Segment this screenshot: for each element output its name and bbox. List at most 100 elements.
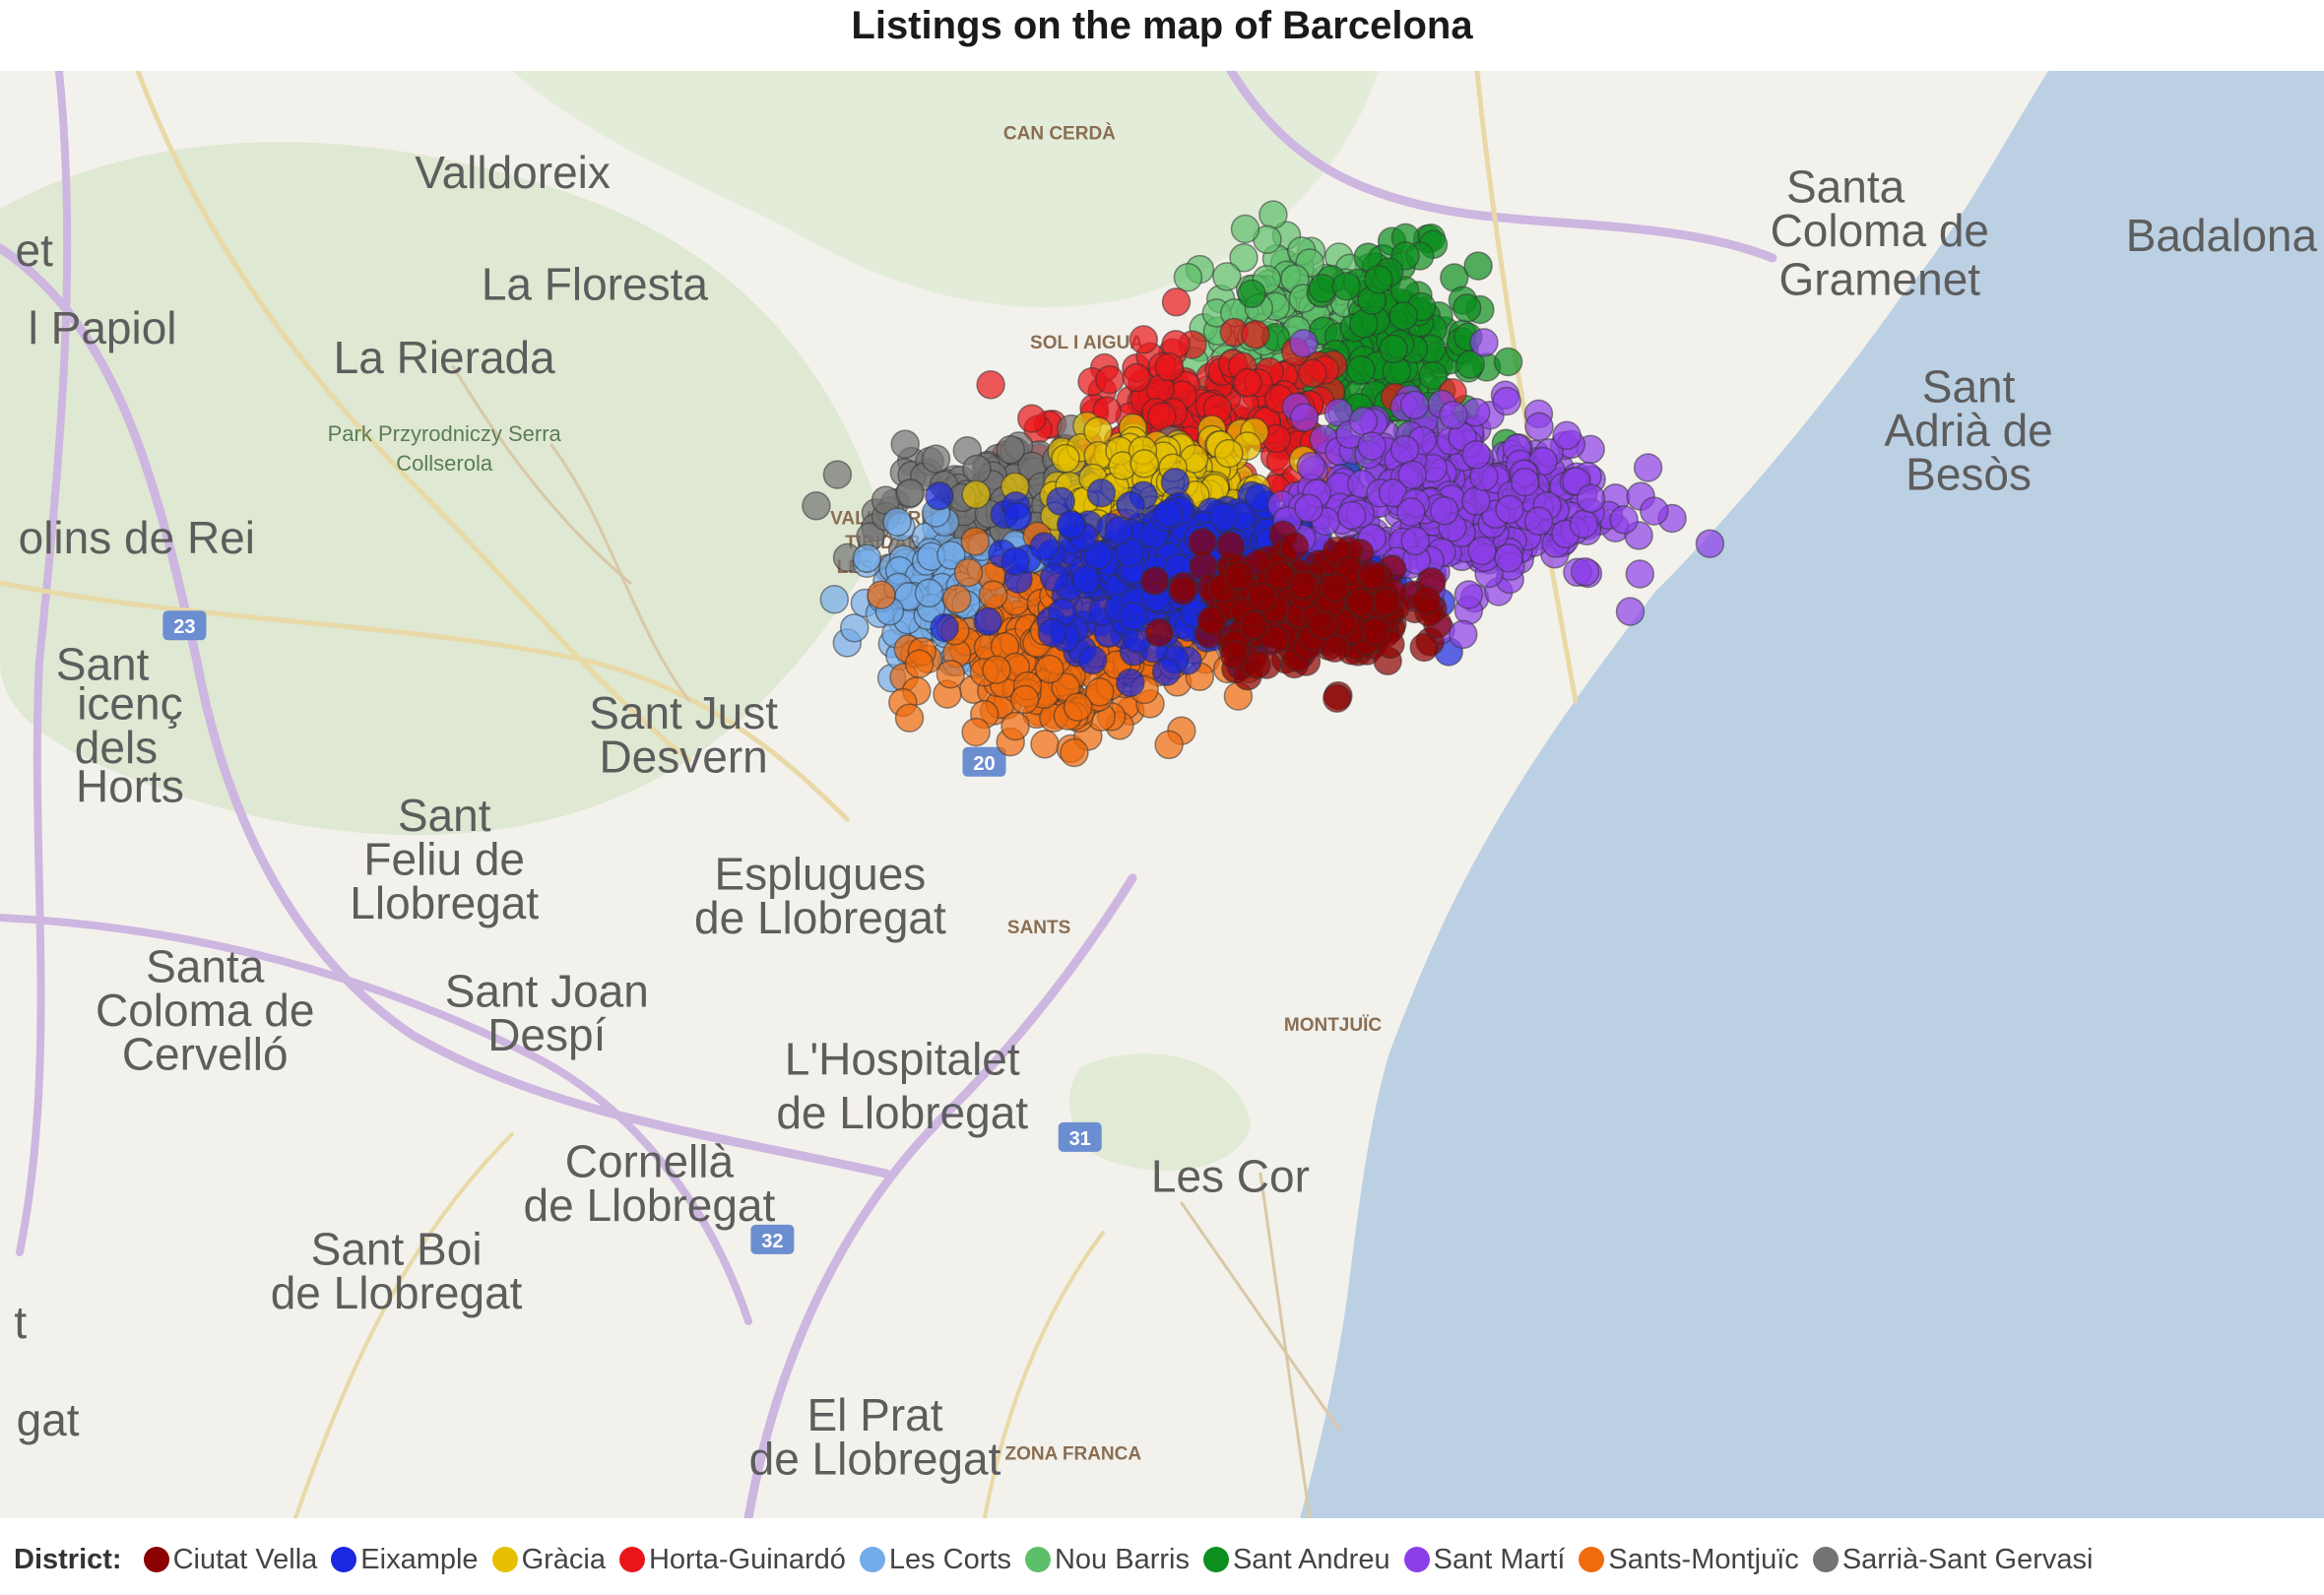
place-label: Santa — [146, 941, 265, 992]
place-label: l Papiol — [29, 302, 177, 353]
road-shield-box — [962, 746, 1006, 777]
listing-point-sant-marti — [1397, 460, 1427, 489]
listing-point-eixample — [930, 612, 959, 643]
listing-point-ciutat-vella — [1361, 616, 1390, 646]
listing-point-sant-marti — [1336, 500, 1367, 531]
legend-item-sant-marti[interactable]: Sant Martí — [1403, 1543, 1566, 1576]
legend-item-horta-guinardo[interactable]: Horta-Guinardó — [618, 1544, 846, 1576]
listing-point-ciutat-vella — [1279, 532, 1310, 561]
legend-dot — [1579, 1547, 1605, 1572]
place-label: et — [16, 224, 54, 276]
listing-point-les-corts — [882, 507, 912, 537]
legend-label: Sarrià-Sant Gervasi — [1841, 1543, 2094, 1575]
chart-title: Listings on the map of Barcelona — [851, 4, 1473, 47]
listing-point-horta-guinardo — [1241, 320, 1270, 350]
listing-point-ciutat-vella — [1219, 640, 1249, 670]
listing-point-sant-marti — [1289, 403, 1320, 432]
listing-point-eixample — [1071, 564, 1101, 595]
listing-point-sant-marti — [1524, 412, 1554, 442]
listing-point-sant-marti — [1569, 509, 1599, 540]
listing-point-sant-andreu — [1379, 334, 1408, 364]
listing-point-sants-montjuic — [936, 659, 966, 689]
listing-point-sant-andreu — [1493, 347, 1523, 377]
listing-point-sant-andreu — [1364, 265, 1393, 294]
legend-dot — [143, 1547, 169, 1572]
basemap-labels: Valldoreix et La Floresta l Papiol La Rierad… — [14, 122, 2317, 1484]
listing-point-sant-andreu — [1452, 293, 1482, 323]
listing-point-sarria-sant-gervasi — [921, 444, 951, 474]
legend-item-ciutat-vella[interactable]: Ciutat Vella — [143, 1544, 317, 1576]
legend-dot — [1812, 1547, 1839, 1572]
map-area[interactable]: Valldoreix et La Floresta l Papiol La Rierad… — [0, 71, 2324, 1518]
road-shield: 31 — [1058, 1121, 1102, 1152]
listing-point-nou-barris — [1173, 262, 1203, 292]
legend-dot — [859, 1547, 885, 1572]
listing-point-sant-andreu — [1388, 301, 1418, 331]
legend-item-gracia[interactable]: Gràcia — [491, 1544, 606, 1576]
legend-dot — [618, 1547, 645, 1572]
place-label: Besòs — [1905, 449, 2032, 500]
legend-item-sants-montjuic[interactable]: Sants-Montjuïc — [1579, 1543, 1799, 1576]
place-label: Cervelló — [122, 1029, 289, 1080]
listing-point-sants-montjuic — [1001, 711, 1030, 741]
listing-point-sants-montjuic — [978, 580, 1008, 610]
legend-label: Eixample — [360, 1543, 479, 1575]
listing-point-horta-guinardo — [976, 370, 1005, 400]
listing-point-horta-guinardo — [1016, 404, 1047, 433]
listing-point-ciutat-vella — [1308, 610, 1337, 640]
listing-point-sant-andreu — [1463, 251, 1493, 281]
legend-item-les-corts[interactable]: Les Corts — [859, 1544, 1011, 1576]
road-shield-box — [1058, 1121, 1102, 1152]
place-label: Sant — [56, 639, 150, 690]
listing-point-sant-andreu — [1237, 279, 1266, 309]
listing-point-les-corts — [819, 585, 850, 614]
listing-point-eixample — [1001, 546, 1030, 576]
place-label: olins de Rei — [19, 512, 255, 563]
listing-point-eixample — [1116, 668, 1145, 698]
road-shield: 20 — [962, 746, 1006, 777]
listing-point-sarria-sant-gervasi — [802, 491, 831, 521]
legend-item-sarria-sant-gervasi[interactable]: Sarrià-Sant Gervasi — [1812, 1543, 2094, 1576]
listing-point-gracia — [1130, 449, 1159, 478]
listing-point-eixample — [1029, 532, 1060, 561]
legend-label: Nou Barris — [1054, 1543, 1190, 1575]
legend-item-nou-barris[interactable]: Nou Barris — [1024, 1543, 1190, 1576]
listing-point-ciutat-vella — [1139, 566, 1170, 596]
place-label: Sant Boi — [311, 1224, 483, 1275]
place-label: Les Cor — [1151, 1150, 1310, 1201]
listing-point-sant-marti — [1615, 597, 1646, 626]
map-svg[interactable]: Valldoreix et La Floresta l Papiol La Rierad… — [0, 71, 2324, 1518]
listing-point-gracia — [1051, 443, 1080, 474]
listing-point-les-corts — [852, 543, 882, 573]
listing-point-sants-montjuic — [961, 717, 991, 747]
listing-point-sant-marti — [1461, 486, 1491, 516]
legend-item-eixample[interactable]: Eixample — [331, 1543, 479, 1576]
listing-point-eixample — [1077, 645, 1108, 675]
listing-point-nou-barris — [1229, 243, 1259, 273]
listing-point-ciutat-vella — [1357, 560, 1388, 590]
listing-point-horta-guinardo — [1095, 364, 1125, 395]
listing-point-sant-marti — [1576, 483, 1606, 514]
listing-point-ciutat-vella — [1346, 588, 1376, 617]
legend: District: Ciutat Vella Eixample Gràcia H… — [14, 1538, 2106, 1581]
listing-point-eixample — [1002, 501, 1033, 532]
listing-point-eixample — [973, 606, 1002, 636]
legend-label: Sants-Montjuïc — [1608, 1543, 1799, 1575]
listing-point-nou-barris — [1212, 262, 1242, 291]
legend-item-sant-andreu[interactable]: Sant Andreu — [1202, 1544, 1390, 1576]
listing-point-sant-marti — [1400, 526, 1430, 556]
listing-point-sants-montjuic — [867, 580, 896, 609]
place-label: icenç — [77, 677, 182, 729]
listing-point-les-corts — [914, 578, 944, 608]
place-label: Sant — [1922, 361, 2016, 413]
place-label: La Floresta — [482, 259, 709, 310]
listing-point-ciutat-vella — [1239, 610, 1268, 640]
listing-point-sant-marti — [1640, 496, 1669, 526]
listing-point-eixample — [1151, 657, 1182, 686]
listing-point-sants-montjuic — [1009, 684, 1040, 715]
listing-point-sant-marti — [1510, 467, 1540, 497]
legend-label: Sant Martí — [1433, 1543, 1566, 1575]
legend-dot — [1202, 1547, 1229, 1572]
place-label: SANTS — [1007, 918, 1070, 938]
place-label: Collserola — [396, 451, 493, 476]
